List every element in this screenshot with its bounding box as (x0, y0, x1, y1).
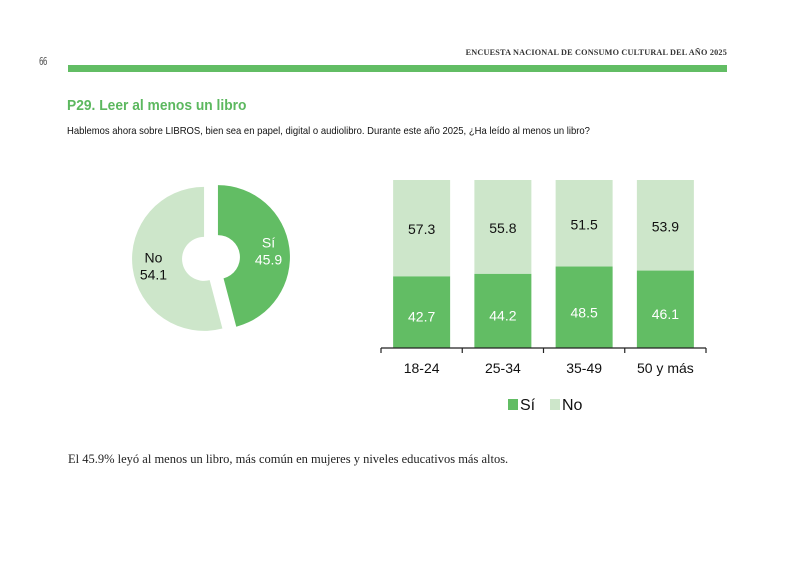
header-rule (68, 65, 727, 72)
bar-segment-si (555, 266, 613, 348)
x-tick-label: 35-49 (566, 360, 602, 376)
bar-data-label: 48.5 (571, 304, 598, 320)
question-title: P29. Leer al menos un libro (67, 97, 247, 114)
donut-slice-label: No (145, 249, 163, 265)
bar-data-label: 55.8 (489, 220, 516, 236)
bar-segment-si (393, 276, 451, 348)
x-tick-label: 25-34 (485, 360, 521, 376)
bar-data-label: 53.9 (652, 218, 679, 234)
bar-segment-si (636, 270, 694, 348)
legend-label: Sí (520, 397, 536, 414)
bar-segment-si (474, 273, 532, 348)
bar-segment-no (555, 180, 613, 267)
bar-data-label: 51.5 (571, 216, 598, 232)
bar-segment-no (636, 180, 694, 271)
legend-swatch-si (508, 399, 518, 410)
running-header: ENCUESTA NACIONAL DE CONSUMO CULTURAL DE… (465, 48, 727, 57)
bar-data-label: 46.1 (652, 306, 679, 322)
donut-slice-value: 45.9 (255, 252, 282, 268)
x-tick-label: 50 y más (637, 360, 694, 376)
donut-slice-no (132, 186, 223, 331)
footer-summary: El 45.9% leyó al menos un libro, más com… (68, 452, 509, 466)
bar-data-label: 44.2 (489, 308, 516, 324)
donut-slice-si (217, 185, 290, 327)
bar-segment-no (393, 180, 451, 277)
bar-data-label: 42.7 (408, 309, 435, 325)
page-number: 66 (39, 55, 48, 68)
x-tick-label: 18-24 (404, 360, 440, 376)
donut-slice-label: Sí (262, 235, 275, 251)
bar-data-label: 57.3 (408, 221, 435, 237)
legend-swatch-no (550, 399, 560, 410)
legend-label: No (562, 397, 583, 414)
donut-slice-value: 54.1 (140, 266, 167, 282)
bar-segment-no (474, 180, 532, 274)
question-text: Hablemos ahora sobre LIBROS, bien sea en… (67, 126, 590, 137)
